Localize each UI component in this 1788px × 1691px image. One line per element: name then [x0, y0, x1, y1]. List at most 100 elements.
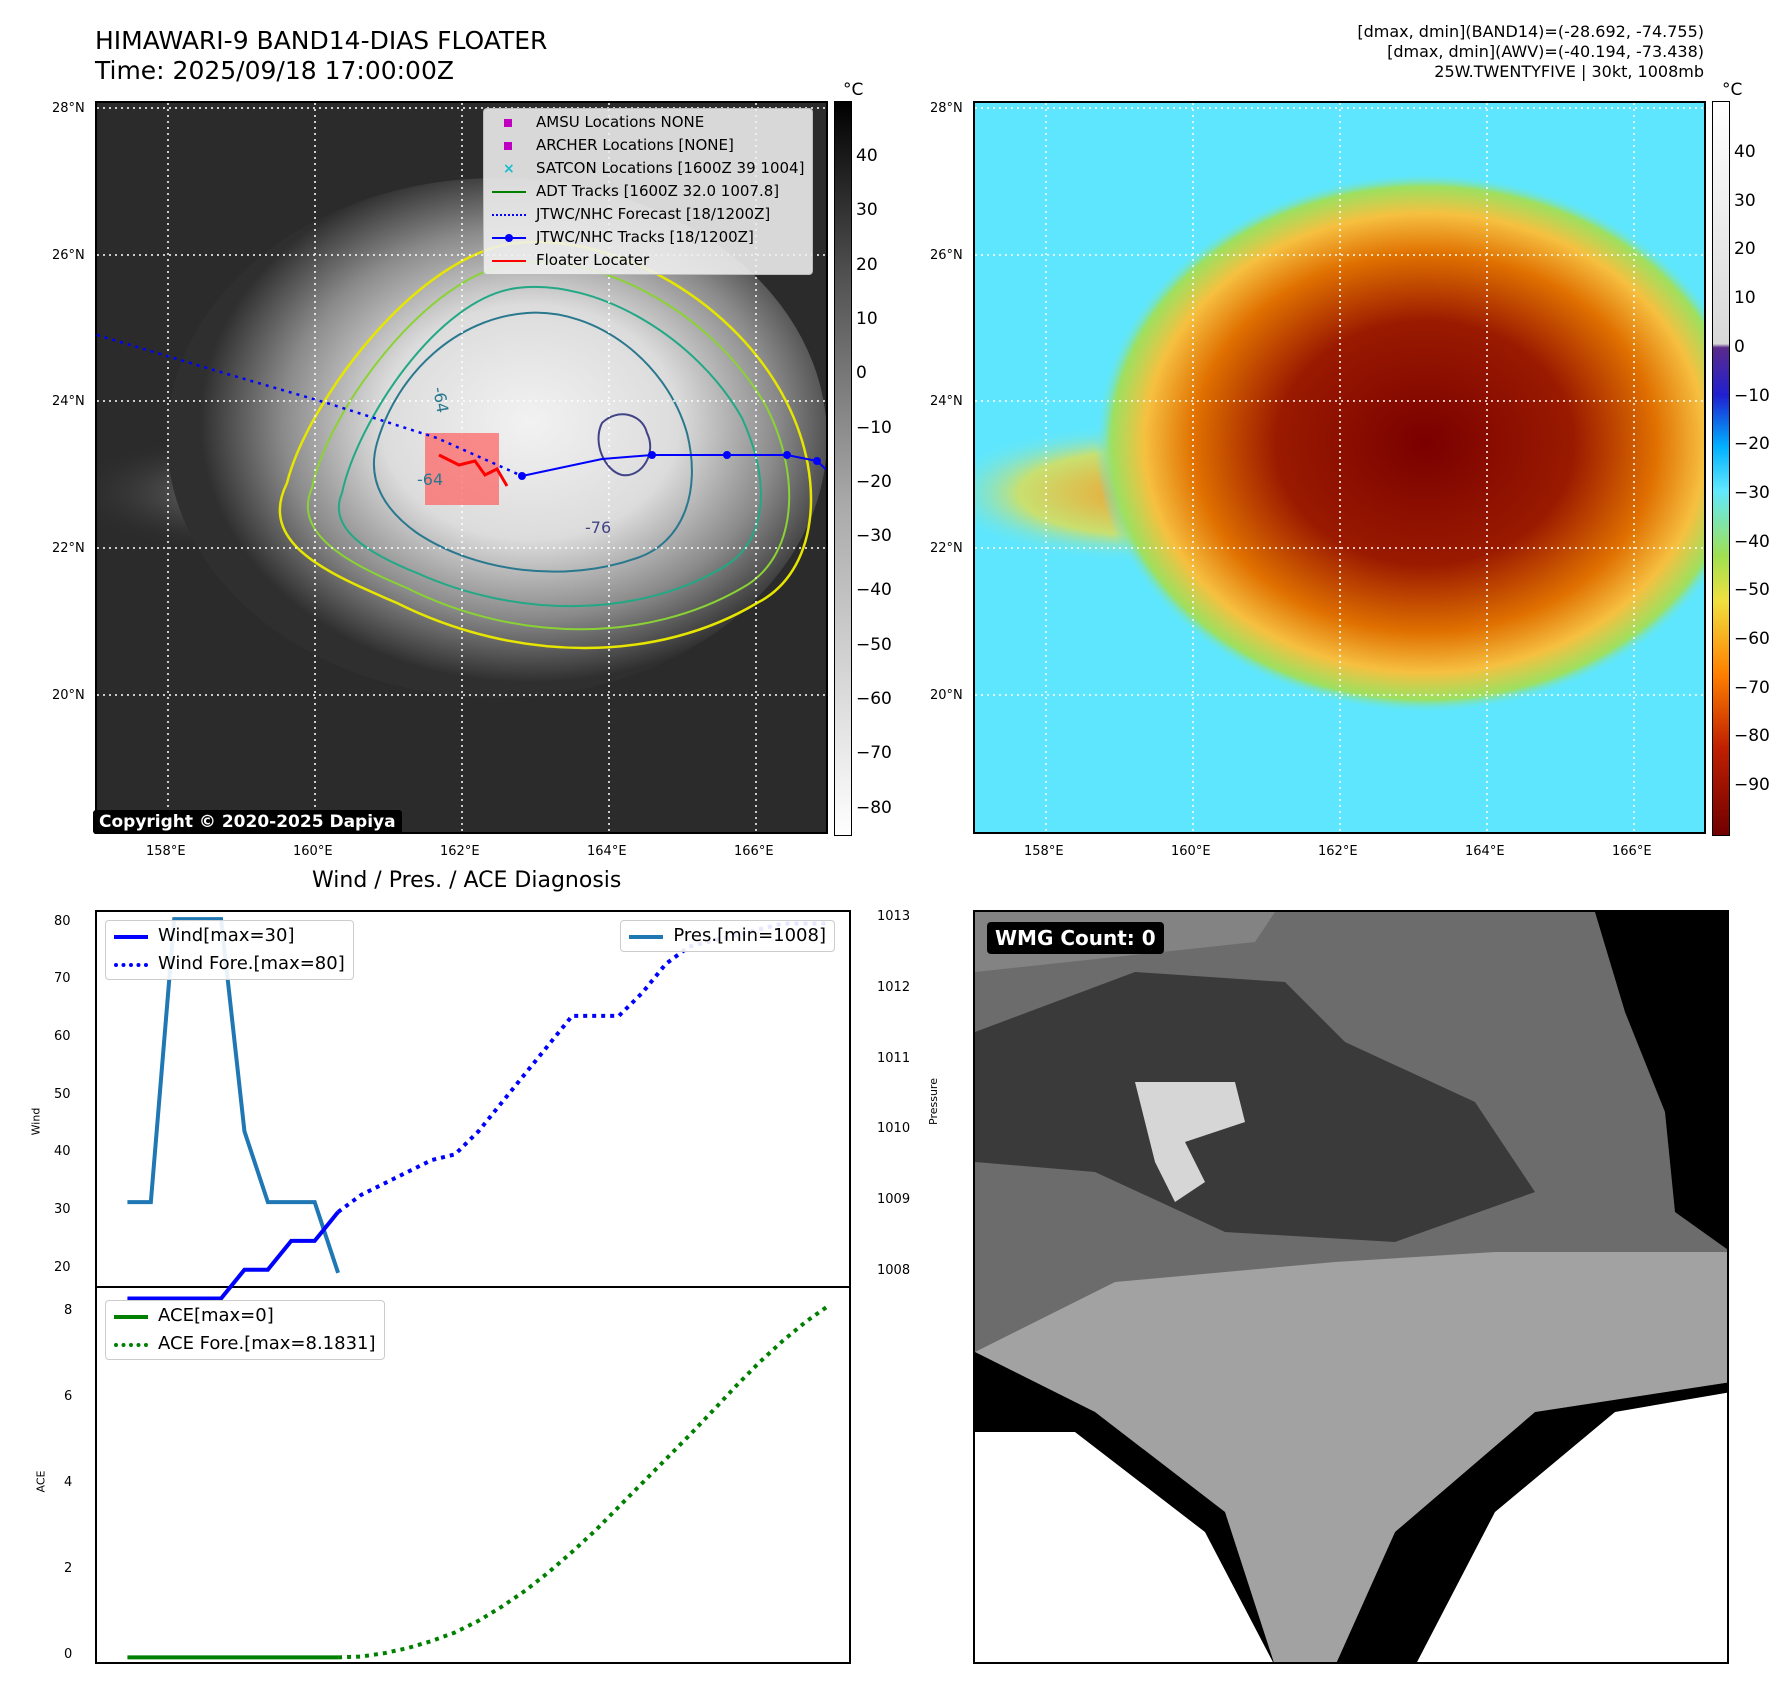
legend-label: AMSU Locations NONE	[536, 113, 705, 131]
lon-label: 164°E	[587, 844, 627, 859]
contour-yellow	[278, 240, 813, 650]
map-legend-item: AMSU Locations NONE	[492, 111, 804, 134]
wind-legend-item: Wind[max=30]	[114, 922, 345, 950]
ace-tick-label: 0	[64, 1647, 73, 1663]
lat-label: 28°N	[930, 101, 963, 116]
copyright-badge: Copyright © 2020-2025 Dapiya	[93, 810, 402, 834]
wind-line	[127, 1210, 340, 1301]
color-cbar-tick: 20	[1734, 239, 1756, 260]
map-legend-item: Floater Locater	[492, 249, 804, 272]
wmg-region-black	[975, 1352, 1727, 1662]
color-cbar-tick: 10	[1734, 288, 1756, 309]
pressure-tick-label: 1008	[877, 1262, 911, 1278]
solid-line-icon	[114, 1315, 148, 1319]
lon-label: 160°E	[1171, 844, 1211, 859]
ace-fore-legend-item: ACE Fore.[max=8.1831]	[114, 1330, 376, 1358]
ir-map-panel: -64 -64 -76 AMSU Locations NONE ARCHER Lo…	[95, 101, 828, 834]
legend-label: ACE Fore.[max=8.1831]	[158, 1333, 376, 1354]
gray-cbar-tick: −40	[856, 580, 892, 601]
color-cbar-tick: −40	[1734, 531, 1770, 552]
map-legend-item: ADT Tracks [1600Z 32.0 1007.8]	[492, 180, 804, 203]
solid-line-icon	[492, 185, 526, 199]
color-map-grid	[975, 103, 1704, 832]
lon-label: 158°E	[146, 844, 186, 859]
color-cbar-unit: °C	[1722, 80, 1743, 100]
lon-label: 162°E	[440, 844, 480, 859]
dotted-line-icon	[114, 963, 148, 967]
contour-label-1: -64	[429, 385, 452, 414]
gray-cbar-tick: −60	[856, 689, 892, 709]
dotted-line-icon	[492, 208, 526, 222]
contour-blue	[372, 311, 693, 573]
x-marker-icon: ×	[503, 160, 515, 177]
contour-green	[306, 261, 791, 631]
color-cbar-tick: −10	[1734, 385, 1770, 406]
wind-fore-legend-item: Wind Fore.[max=80]	[114, 950, 345, 978]
color-cbar-tick: −60	[1734, 629, 1770, 649]
info-line-2: [dmax, dmin](AWV)=(-40.194, -73.438)	[1387, 42, 1704, 61]
ace-forecast-line	[338, 1303, 831, 1660]
color-colorbar	[1712, 101, 1730, 836]
color-cbar-tick: −80	[1734, 726, 1770, 747]
lat-label: 20°N	[930, 688, 963, 703]
ace-tick-label: 6	[64, 1388, 73, 1404]
wind-tick-label: 20	[54, 1259, 71, 1275]
wmg-image	[975, 912, 1727, 1662]
wind-axis-label: Wind	[29, 1107, 43, 1136]
diagnosis-panel: Wind[max=30] Wind Fore.[max=80] Pres.[mi…	[95, 910, 851, 1664]
ace-legend-item: ACE[max=0]	[114, 1302, 376, 1330]
color-cbar-tick: −70	[1734, 677, 1770, 698]
wind-legend: Wind[max=30] Wind Fore.[max=80]	[105, 920, 354, 980]
gray-cbar-tick: −70	[856, 743, 892, 764]
lat-label: 24°N	[930, 394, 963, 409]
forecast-track	[97, 333, 523, 478]
gray-cbar-tick: −20	[856, 471, 892, 492]
info-line-3: 25W.TWENTYFIVE | 30kt, 1008mb	[1434, 62, 1704, 81]
legend-label: ADT Tracks [1600Z 32.0 1007.8]	[536, 182, 780, 200]
lon-label: 164°E	[1465, 844, 1505, 859]
wmg-region-dark	[975, 972, 1535, 1242]
gray-cbar-tick: 20	[856, 254, 878, 275]
ace-axis-label: ACE	[34, 1470, 48, 1493]
contour-label-3: -76	[585, 518, 611, 537]
contour-label-2: -64	[417, 470, 443, 489]
lat-label: 24°N	[52, 394, 85, 409]
square-marker-icon	[492, 116, 526, 130]
pressure-tick-label: 1012	[877, 979, 911, 995]
solid-line-icon	[629, 935, 664, 939]
legend-label: JTWC/NHC Forecast [18/1200Z]	[536, 205, 771, 223]
legend-label: SATCON Locations [1600Z 39 1004]	[536, 159, 805, 177]
color-cbar-tick: −50	[1734, 580, 1770, 601]
pressure-tick-label: 1009	[877, 1192, 911, 1208]
legend-label: ARCHER Locations [NONE]	[536, 136, 734, 154]
line-dot-icon	[492, 231, 526, 245]
gray-cbar-tick: −30	[856, 526, 892, 547]
gray-cbar-unit: °C	[843, 80, 864, 100]
color-map-panel	[973, 101, 1706, 834]
diagnosis-title: Wind / Pres. / ACE Diagnosis	[312, 868, 622, 893]
info-line-1: [dmax, dmin](BAND14)=(-28.692, -74.755)	[1357, 22, 1704, 41]
ace-tick-label: 8	[64, 1302, 73, 1318]
floater-track	[438, 453, 509, 487]
color-cbar-tick: 0	[1734, 336, 1745, 357]
gray-cbar-tick: 30	[856, 200, 878, 221]
wind-tick-label: 80	[54, 913, 71, 929]
wind-tick-label: 60	[54, 1028, 71, 1044]
contour-cold-core	[597, 413, 652, 477]
ace-tick-label: 2	[64, 1561, 73, 1577]
pressure-legend-item: Pres.[min=1008]	[629, 922, 826, 950]
figure-title: HIMAWARI-9 BAND14-DIAS FLOATER Time: 202…	[95, 26, 547, 86]
map-legend-item: JTWC/NHC Tracks [18/1200Z]	[492, 226, 804, 249]
lat-label: 28°N	[52, 101, 85, 116]
diagnosis-chart	[97, 917, 849, 1660]
legend-label: Floater Locater	[536, 251, 650, 269]
wmg-panel	[973, 910, 1729, 1664]
lon-label: 166°E	[734, 844, 774, 859]
ace-legend: ACE[max=0] ACE Fore.[max=8.1831]	[105, 1300, 385, 1360]
wind-tick-label: 40	[54, 1144, 71, 1160]
gray-cbar-tick: 0	[856, 363, 867, 384]
lat-label: 26°N	[930, 248, 963, 263]
pressure-legend: Pres.[min=1008]	[620, 920, 835, 952]
storm-info: [dmax, dmin](BAND14)=(-28.692, -74.755) …	[1357, 22, 1704, 82]
lon-label: 160°E	[293, 844, 333, 859]
